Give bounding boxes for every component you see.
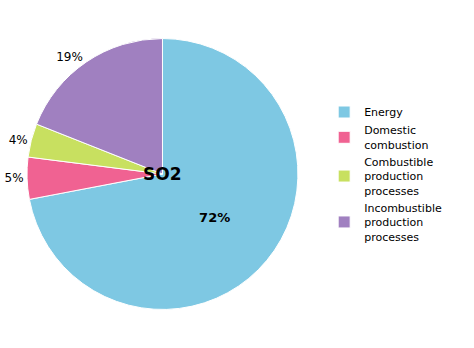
svg-text:Combustibleproductionprocesses: Combustibleproductionprocesses bbox=[364, 156, 433, 198]
svg-text:SO2: SO2 bbox=[143, 164, 182, 184]
svg-text:4%: 4% bbox=[9, 133, 28, 147]
svg-text:Incombustibleproductionprocess: Incombustibleproductionprocesses bbox=[364, 202, 442, 244]
svg-text:Domesticcombustion: Domesticcombustion bbox=[364, 124, 428, 151]
svg-text:72%: 72% bbox=[199, 210, 230, 225]
svg-text:5%: 5% bbox=[5, 171, 24, 185]
svg-text:19%: 19% bbox=[56, 50, 83, 64]
svg-text:Energy: Energy bbox=[364, 106, 403, 119]
